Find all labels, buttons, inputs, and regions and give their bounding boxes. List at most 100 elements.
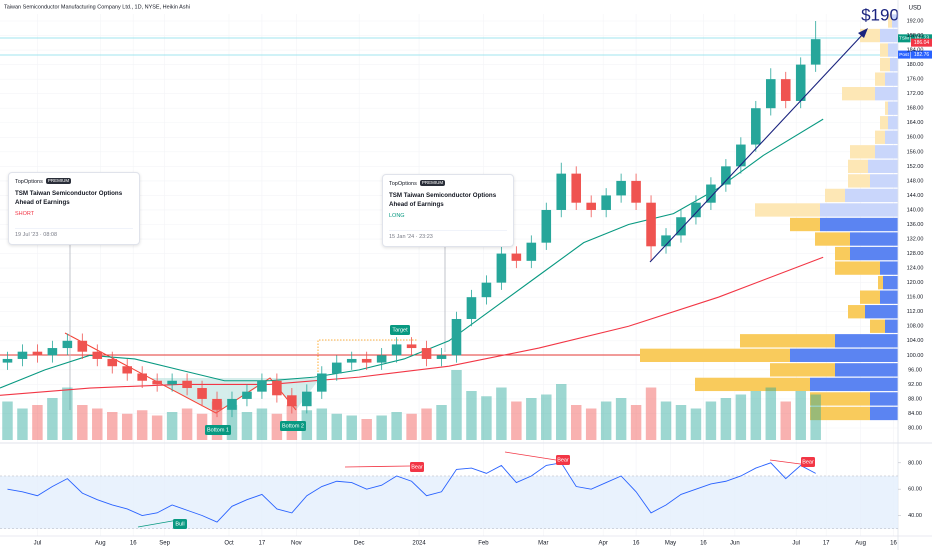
x-tick-label: Aug xyxy=(855,541,866,547)
candle-body xyxy=(436,355,447,359)
price-tag-name xyxy=(898,34,911,43)
candle-body xyxy=(541,209,552,243)
profile-down xyxy=(885,130,898,144)
x-tick-label: Jun xyxy=(730,541,740,547)
pattern-label: Bear xyxy=(802,459,814,465)
y-tick-label: 88.00 xyxy=(908,396,922,402)
idea-card[interactable]: TopOptions PREMIUM TSM Taiwan Semiconduct… xyxy=(382,174,514,247)
profile-down xyxy=(835,334,898,348)
profile-up xyxy=(790,217,820,232)
candle-body xyxy=(406,344,417,349)
price-tag-value: 182.76 xyxy=(914,52,930,58)
profile-down xyxy=(888,101,898,115)
pattern-label-box xyxy=(556,455,570,465)
profile-up xyxy=(880,57,890,72)
volume-bar xyxy=(735,394,747,440)
candle-body xyxy=(331,362,342,374)
candle-body xyxy=(571,173,582,203)
candle-body xyxy=(496,253,507,283)
candle-body xyxy=(706,184,716,203)
profile-down xyxy=(850,232,898,246)
profile-up xyxy=(815,232,850,246)
volume-profile xyxy=(640,14,898,421)
volume-bar xyxy=(107,412,118,440)
x-tick-label: 16 xyxy=(890,541,897,547)
x-tick-label: May xyxy=(665,541,676,547)
candle-body xyxy=(212,398,222,410)
candle-body xyxy=(122,366,133,374)
volume-bar xyxy=(750,391,762,440)
pattern-label: Bottom 1 xyxy=(207,427,229,433)
idea-card[interactable]: TopOptions PREMIUM TSM Taiwan Semiconduct… xyxy=(8,172,140,245)
candle-body xyxy=(32,351,43,356)
profile-up xyxy=(875,72,885,86)
candle-body xyxy=(661,235,671,247)
profile-up xyxy=(842,87,875,101)
divergence-line xyxy=(344,465,411,468)
rsi-band xyxy=(0,475,898,529)
candle-body xyxy=(721,166,731,185)
y-tick-label: 160.00 xyxy=(907,135,924,141)
y-tick-label: 180.00 xyxy=(907,62,924,68)
volume xyxy=(2,370,821,440)
price-tag xyxy=(911,50,932,59)
candles xyxy=(2,21,821,418)
profile-down xyxy=(883,275,898,290)
volume-bar xyxy=(181,408,193,440)
profile-up xyxy=(878,275,883,290)
profile-up xyxy=(810,406,870,421)
candle-body xyxy=(631,180,641,203)
divergence-line xyxy=(504,451,557,461)
idea-side: LONG xyxy=(389,213,405,220)
price-tag-value: 186.04 xyxy=(914,40,930,46)
volume-bar xyxy=(47,398,58,440)
x-tick-label: 17 xyxy=(823,541,830,547)
profile-down xyxy=(875,87,898,101)
volume-bar xyxy=(810,394,821,440)
profile-down xyxy=(890,57,898,72)
idea-title: TSM Taiwan Semiconductor Options Ahead o… xyxy=(389,192,497,208)
candle-body xyxy=(616,180,626,196)
x-tick-label: 16 xyxy=(633,541,640,547)
x-tick-label: Sep xyxy=(159,541,170,547)
rsi-pane: 80.00 60.00 40.00 xyxy=(0,460,922,529)
volume-bar xyxy=(511,401,522,440)
candle-body xyxy=(17,351,28,359)
y-tick-label: 120.00 xyxy=(907,280,924,286)
volume-bar xyxy=(301,410,313,440)
x-tick-label: Oct xyxy=(224,541,234,547)
price-tag-label: Post xyxy=(899,52,909,58)
profile-up xyxy=(870,319,885,333)
price-tag xyxy=(911,38,932,47)
pattern-label-box xyxy=(410,462,424,472)
y-tick-label: 92.00 xyxy=(908,382,922,388)
y-tick-label: 156.00 xyxy=(907,149,924,155)
y-tick-label: 128.00 xyxy=(907,251,924,257)
y-tick-label: 132.00 xyxy=(907,236,924,242)
profile-down xyxy=(845,188,898,203)
candle-body xyxy=(346,358,357,363)
profile-up xyxy=(825,188,845,203)
price-tag-label: TSM xyxy=(899,36,909,42)
profile-up xyxy=(810,392,870,406)
x-tick-label: Feb xyxy=(478,541,489,547)
volume-bar xyxy=(496,387,507,440)
profile-down xyxy=(870,406,898,421)
price-tag xyxy=(911,34,932,43)
idea-side: SHORT xyxy=(15,211,35,218)
y-tick-label: 176.00 xyxy=(907,77,924,83)
volume-bar xyxy=(92,408,103,440)
volume-bar xyxy=(451,370,462,440)
profile-down xyxy=(892,14,898,28)
candle-body xyxy=(152,380,162,385)
pattern-label: Bear xyxy=(411,464,423,470)
moving-average xyxy=(0,118,824,389)
profile-down xyxy=(870,392,898,406)
volume-bar xyxy=(151,415,163,440)
candle-body xyxy=(302,391,312,407)
volume-bar xyxy=(675,405,687,440)
target-box xyxy=(317,339,418,378)
y-tick-label: 96.00 xyxy=(908,367,922,373)
x-tick-label: Mar xyxy=(538,541,548,547)
